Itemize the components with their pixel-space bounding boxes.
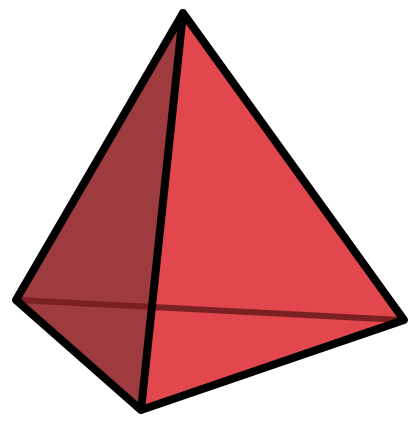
front-edge	[137, 9, 187, 414]
left-face	[16, 13, 183, 410]
hidden-back-edge	[15, 297, 405, 323]
